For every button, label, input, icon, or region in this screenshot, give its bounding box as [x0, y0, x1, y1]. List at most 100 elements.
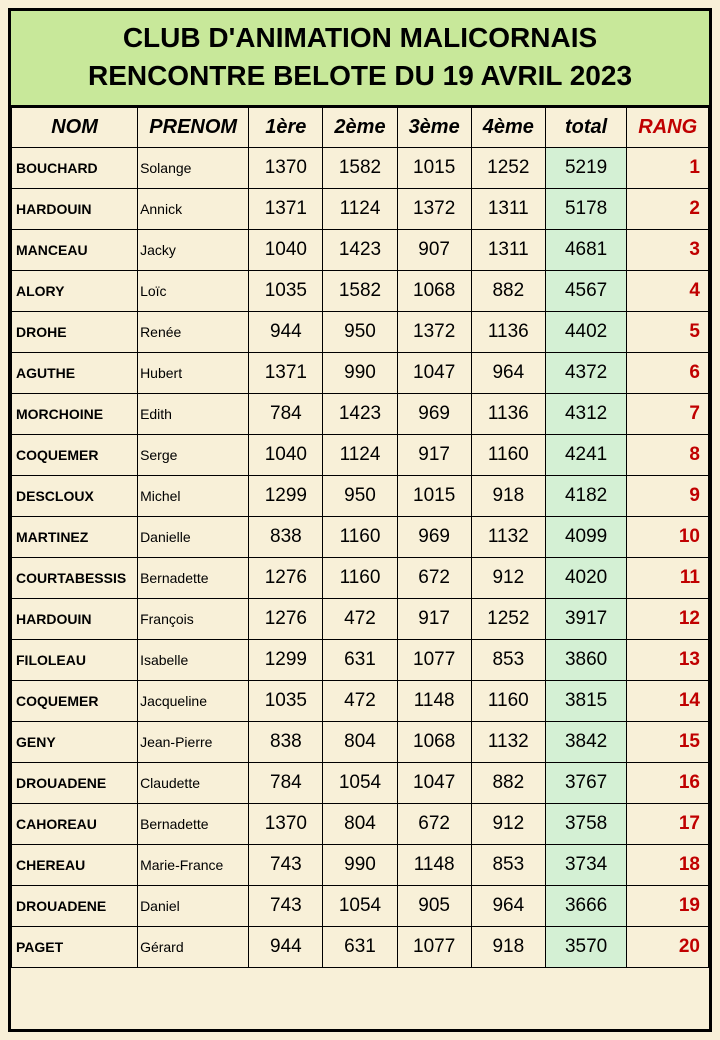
- cell-prenom: Daniel: [138, 885, 249, 926]
- cell-total: 3734: [545, 844, 627, 885]
- cell-rang: 17: [627, 803, 709, 844]
- cell-prenom: Renée: [138, 311, 249, 352]
- table-header-row: NOMPRENOM1ère2ème3ème4èmetotalRANG: [12, 107, 709, 147]
- cell-total: 4312: [545, 393, 627, 434]
- cell-nom: GENY: [12, 721, 138, 762]
- cell-prenom: Claudette: [138, 762, 249, 803]
- cell-round3: 1372: [397, 188, 471, 229]
- cell-prenom: Marie-France: [138, 844, 249, 885]
- cell-rang: 11: [627, 557, 709, 598]
- cell-round2: 1054: [323, 885, 397, 926]
- cell-round4: 1136: [471, 311, 545, 352]
- cell-round1: 1040: [249, 434, 323, 475]
- cell-prenom: Gérard: [138, 926, 249, 967]
- column-header: PRENOM: [138, 107, 249, 147]
- cell-nom: CHEREAU: [12, 844, 138, 885]
- column-header: total: [545, 107, 627, 147]
- cell-nom: DROUADENE: [12, 885, 138, 926]
- cell-round3: 1077: [397, 926, 471, 967]
- title-block: CLUB D'ANIMATION MALICORNAIS RENCONTRE B…: [11, 11, 709, 107]
- cell-round1: 784: [249, 393, 323, 434]
- cell-nom: ALORY: [12, 270, 138, 311]
- cell-nom: DESCLOUX: [12, 475, 138, 516]
- cell-round1: 1040: [249, 229, 323, 270]
- cell-round1: 944: [249, 926, 323, 967]
- cell-round3: 1372: [397, 311, 471, 352]
- cell-total: 4241: [545, 434, 627, 475]
- cell-round1: 1299: [249, 639, 323, 680]
- cell-nom: FILOLEAU: [12, 639, 138, 680]
- cell-round4: 1252: [471, 598, 545, 639]
- cell-prenom: Danielle: [138, 516, 249, 557]
- cell-round2: 990: [323, 352, 397, 393]
- cell-round1: 838: [249, 516, 323, 557]
- cell-round2: 631: [323, 639, 397, 680]
- cell-total: 3767: [545, 762, 627, 803]
- cell-round3: 1077: [397, 639, 471, 680]
- title-line-2: RENCONTRE BELOTE DU 19 AVRIL 2023: [15, 57, 705, 95]
- cell-nom: HARDOUIN: [12, 598, 138, 639]
- cell-nom: CAHOREAU: [12, 803, 138, 844]
- table-row: GENYJean-Pierre83880410681132384215: [12, 721, 709, 762]
- cell-round3: 1015: [397, 475, 471, 516]
- cell-round1: 743: [249, 885, 323, 926]
- cell-round3: 969: [397, 393, 471, 434]
- cell-rang: 19: [627, 885, 709, 926]
- cell-round1: 1035: [249, 270, 323, 311]
- cell-nom: COQUEMER: [12, 434, 138, 475]
- table-row: COQUEMERSerge10401124917116042418: [12, 434, 709, 475]
- cell-nom: MARTINEZ: [12, 516, 138, 557]
- table-row: CHEREAUMarie-France7439901148853373418: [12, 844, 709, 885]
- cell-round4: 1132: [471, 516, 545, 557]
- cell-round3: 905: [397, 885, 471, 926]
- cell-nom: BOUCHARD: [12, 147, 138, 188]
- cell-round4: 918: [471, 926, 545, 967]
- cell-nom: PAGET: [12, 926, 138, 967]
- cell-total: 3666: [545, 885, 627, 926]
- column-header: 1ère: [249, 107, 323, 147]
- cell-round1: 1371: [249, 188, 323, 229]
- cell-total: 4099: [545, 516, 627, 557]
- cell-total: 3570: [545, 926, 627, 967]
- table-row: FILOLEAUIsabelle12996311077853386013: [12, 639, 709, 680]
- cell-prenom: Serge: [138, 434, 249, 475]
- cell-round2: 472: [323, 680, 397, 721]
- cell-rang: 4: [627, 270, 709, 311]
- cell-rang: 16: [627, 762, 709, 803]
- cell-nom: DROHE: [12, 311, 138, 352]
- cell-rang: 5: [627, 311, 709, 352]
- cell-total: 3917: [545, 598, 627, 639]
- cell-round4: 853: [471, 844, 545, 885]
- cell-round1: 1370: [249, 147, 323, 188]
- cell-round4: 882: [471, 762, 545, 803]
- table-row: DROUADENEClaudette78410541047882376716: [12, 762, 709, 803]
- table-row: DESCLOUXMichel1299950101591841829: [12, 475, 709, 516]
- cell-prenom: Solange: [138, 147, 249, 188]
- cell-rang: 8: [627, 434, 709, 475]
- cell-round1: 838: [249, 721, 323, 762]
- cell-round1: 1370: [249, 803, 323, 844]
- cell-round4: 1132: [471, 721, 545, 762]
- cell-round3: 969: [397, 516, 471, 557]
- cell-round4: 1311: [471, 188, 545, 229]
- cell-prenom: Hubert: [138, 352, 249, 393]
- table-row: AGUTHEHubert1371990104796443726: [12, 352, 709, 393]
- cell-round3: 907: [397, 229, 471, 270]
- cell-prenom: Jacky: [138, 229, 249, 270]
- cell-round2: 990: [323, 844, 397, 885]
- document-frame: CLUB D'ANIMATION MALICORNAIS RENCONTRE B…: [8, 8, 712, 1032]
- cell-round2: 1054: [323, 762, 397, 803]
- cell-total: 5219: [545, 147, 627, 188]
- cell-nom: HARDOUIN: [12, 188, 138, 229]
- cell-prenom: Annick: [138, 188, 249, 229]
- cell-round3: 1068: [397, 270, 471, 311]
- cell-nom: MORCHOINE: [12, 393, 138, 434]
- cell-total: 4182: [545, 475, 627, 516]
- cell-rang: 3: [627, 229, 709, 270]
- cell-round2: 950: [323, 475, 397, 516]
- cell-nom: DROUADENE: [12, 762, 138, 803]
- cell-rang: 6: [627, 352, 709, 393]
- cell-round3: 672: [397, 557, 471, 598]
- cell-round1: 1035: [249, 680, 323, 721]
- cell-total: 4402: [545, 311, 627, 352]
